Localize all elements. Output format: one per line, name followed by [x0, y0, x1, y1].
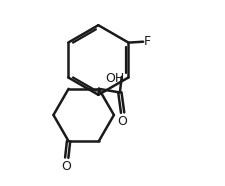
Text: O: O — [61, 160, 70, 173]
Text: O: O — [116, 115, 126, 128]
Text: OH: OH — [105, 72, 124, 85]
Text: F: F — [143, 35, 151, 48]
